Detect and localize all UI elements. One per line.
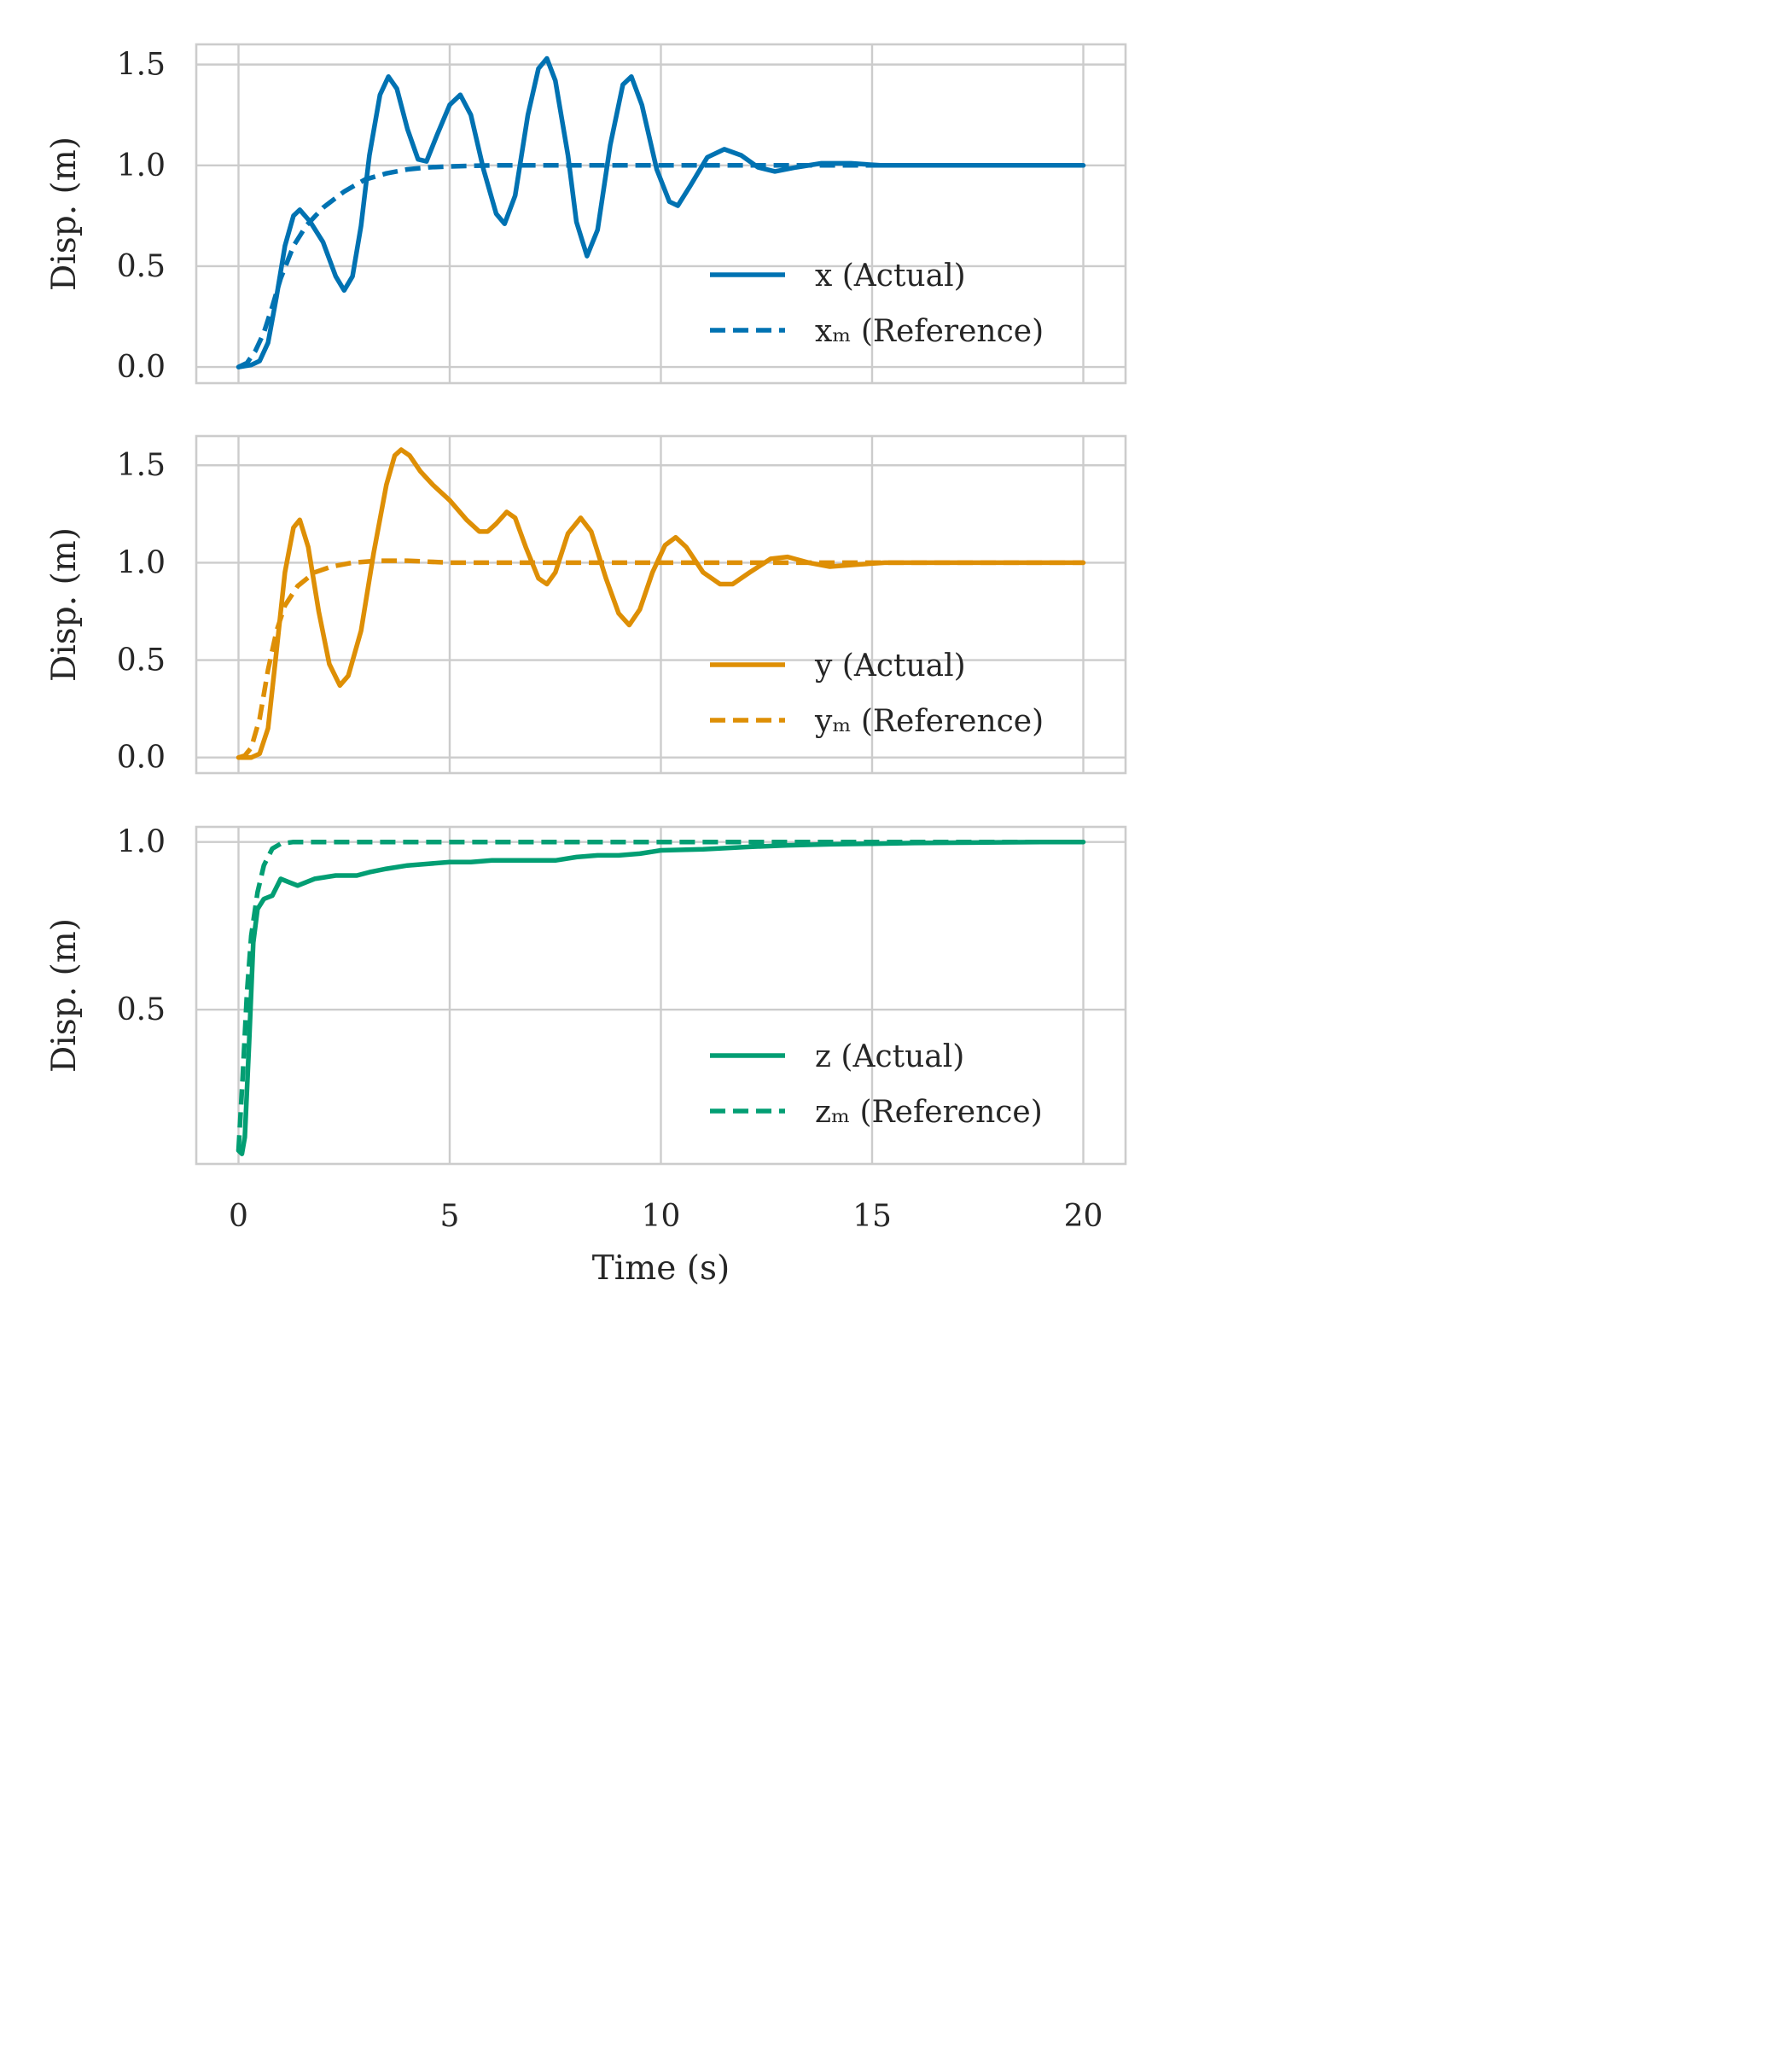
- x-tick-label: 5: [440, 1199, 460, 1234]
- legend-label: zₘ (Reference): [815, 1095, 1043, 1130]
- plot-frame: [195, 434, 1127, 775]
- y-tick-label: 0.5: [117, 643, 166, 678]
- series-line-reference: [237, 163, 1084, 369]
- legend: z (Actual) zₘ (Reference): [710, 1039, 1043, 1130]
- x-tick-label: 10: [642, 1199, 681, 1234]
- legend: x (Actual) xₘ (Reference): [710, 259, 1044, 349]
- y-tick-label: 0.5: [117, 249, 166, 284]
- legend-label: yₘ (Reference): [814, 704, 1044, 739]
- legend-label: y (Actual): [814, 649, 966, 684]
- y-tick-label: 0.5: [117, 992, 166, 1027]
- series-line-actual: [236, 839, 1086, 1156]
- x-tick-label: 20: [1064, 1199, 1103, 1234]
- panel-z: 0.5 1.0 0 5 10 15 20 Disp. (m) Time (s) z (Actual…: [45, 825, 1127, 1288]
- y-tick-label: 1.0: [117, 825, 166, 860]
- y-tick-label: 1.5: [117, 448, 166, 483]
- y-tick-label: 0.0: [117, 741, 166, 776]
- legend-label: x (Actual): [815, 259, 966, 294]
- legend: y (Actual) yₘ (Reference): [710, 649, 1044, 739]
- panel-x: 0.0 0.5 1.0 1.5 Disp. (m) x (Actual) xₘ (Refer…: [45, 43, 1127, 385]
- y-axis-label: Disp. (m): [45, 918, 84, 1073]
- x-axis-label: Time (s): [592, 1249, 730, 1288]
- x-tick-label: 0: [229, 1199, 248, 1234]
- x-tick-label: 15: [852, 1199, 892, 1234]
- series-line-reference: [236, 839, 1084, 1151]
- legend-label: z (Actual): [815, 1039, 964, 1074]
- panel-y: 0.0 0.5 1.0 1.5 Disp. (m) y (Actual) yₘ (Refer…: [45, 434, 1127, 776]
- legend-label: xₘ (Reference): [815, 314, 1044, 349]
- y-tick-label: 1.0: [117, 545, 166, 580]
- y-axis-label: Disp. (m): [45, 137, 84, 291]
- plot-frame: [195, 43, 1127, 385]
- y-axis-label: Disp. (m): [45, 527, 84, 682]
- y-tick-label: 1.0: [117, 148, 166, 183]
- figure: 0.0 0.5 1.0 1.5 Disp. (m) x (Actual) xₘ (Refer…: [45, 43, 1127, 1288]
- plot-frame: [195, 825, 1127, 1166]
- y-tick-label: 0.0: [117, 350, 166, 385]
- y-tick-label: 1.5: [117, 48, 166, 83]
- series-line-reference: [237, 558, 1084, 760]
- series-line-actual: [236, 55, 1086, 369]
